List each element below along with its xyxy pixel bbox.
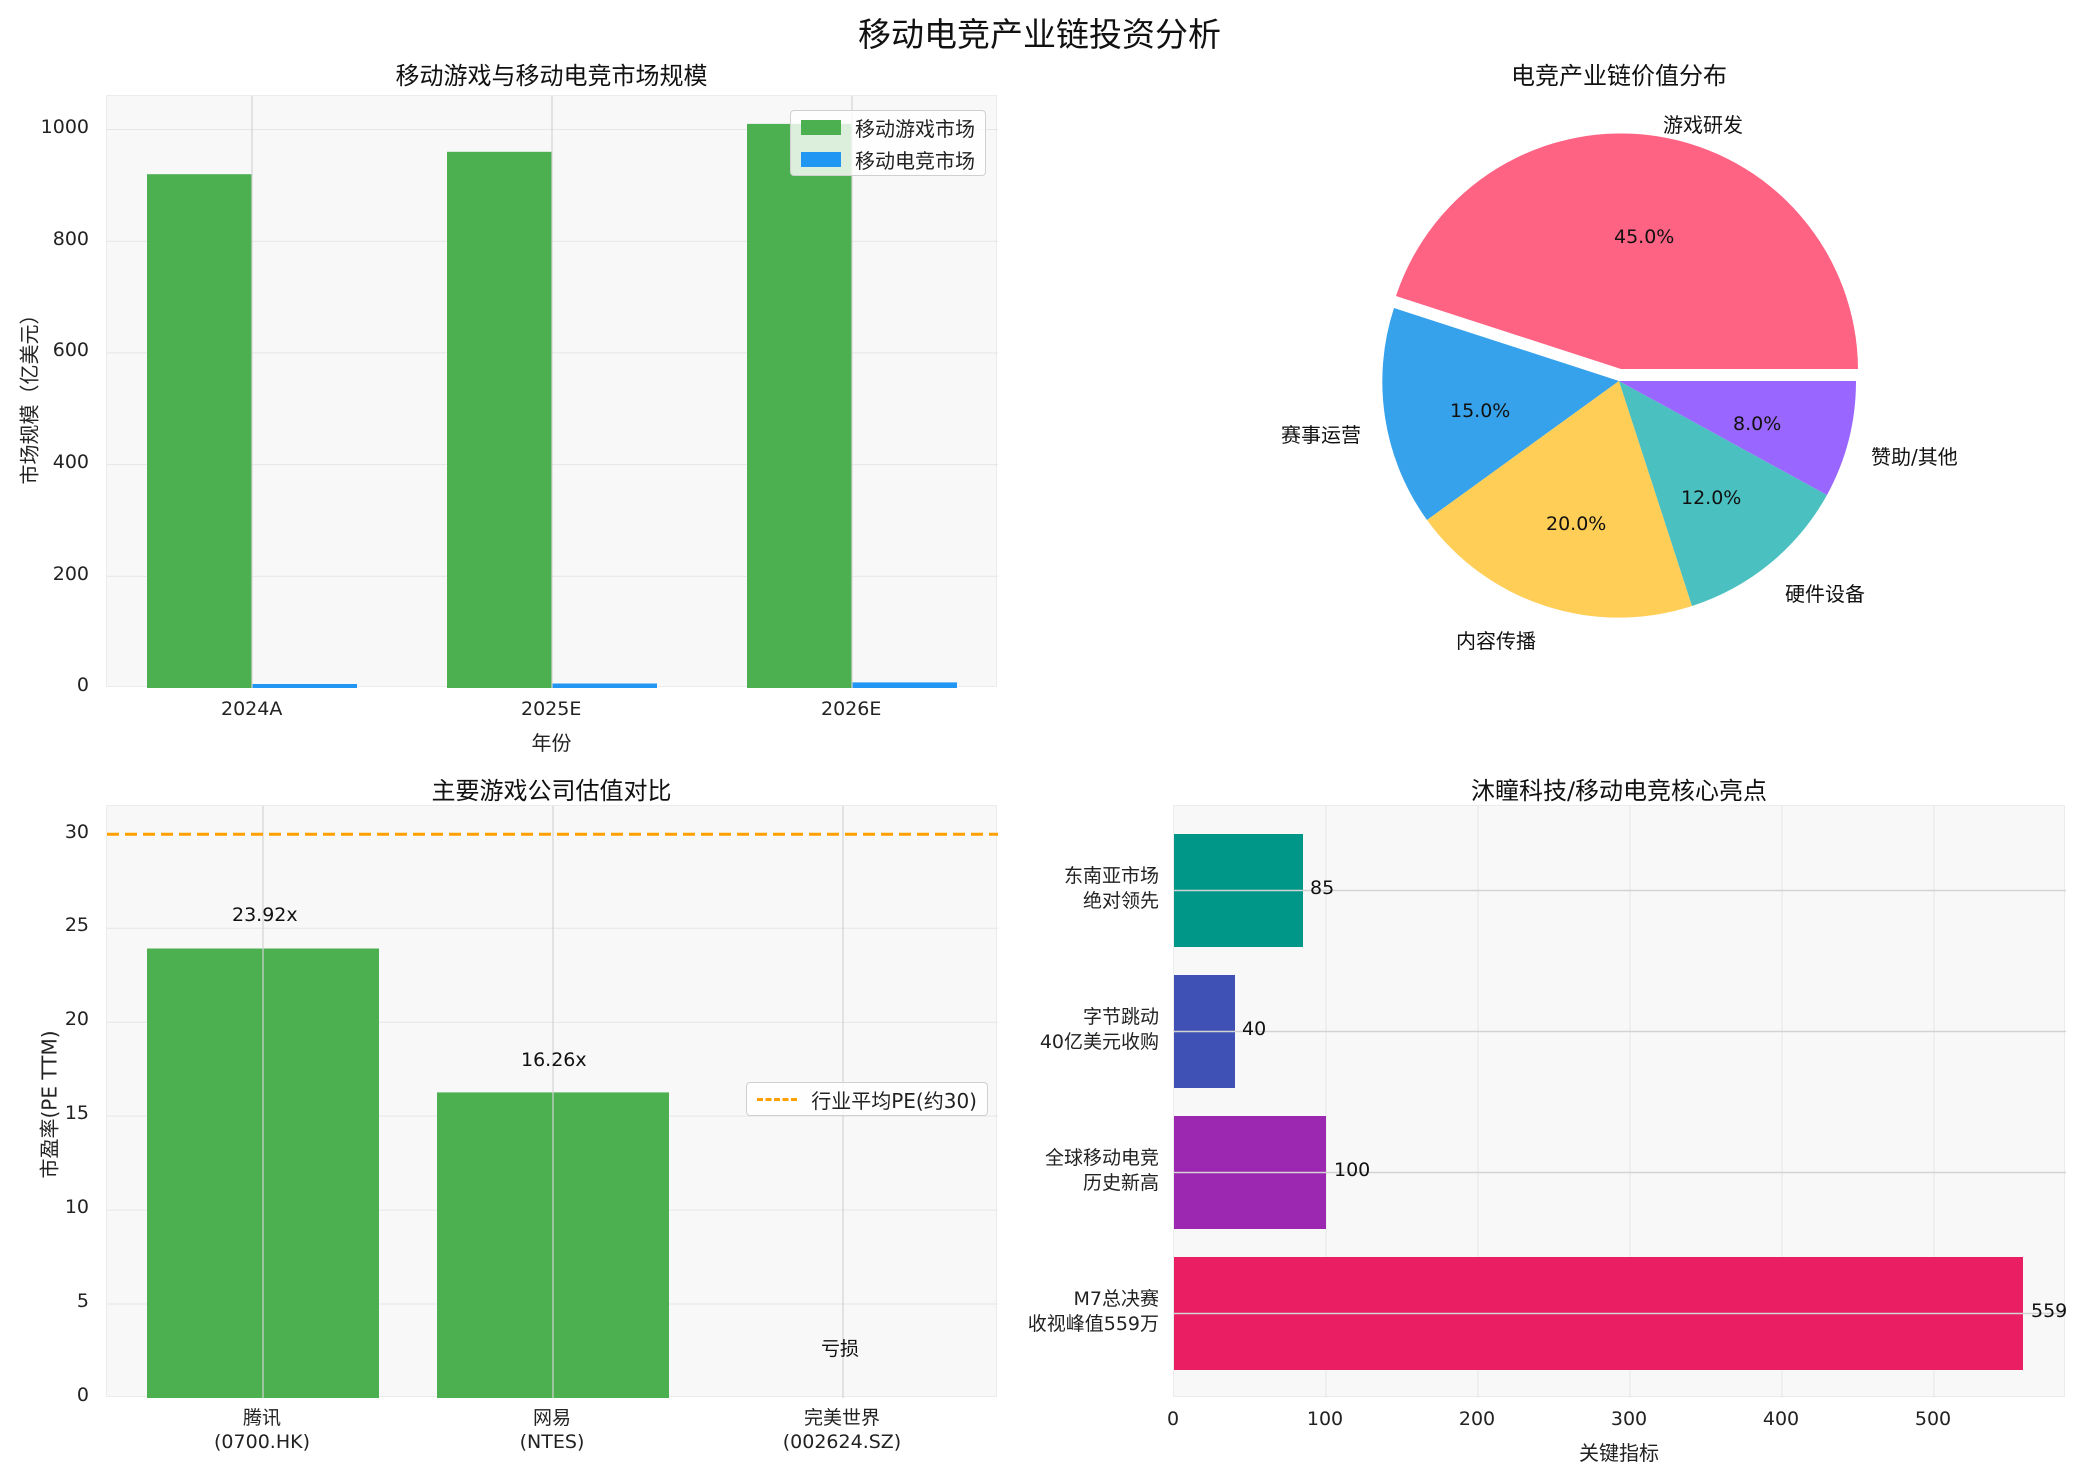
y-tick-bytedance: 字节跳动 40亿美元收购 (1040, 1005, 1159, 1055)
pie-pct-game-dev: 45.0% (1614, 226, 1675, 248)
pie-slice-hardware (1619, 381, 1827, 606)
y-tick: 0 (76, 1384, 89, 1406)
legend-item-esports-market: 移动电竞市场 (791, 143, 985, 175)
value-label-global: 100 (1334, 1159, 1371, 1181)
y-tick-line: M7总决赛 (1073, 1288, 1159, 1310)
y-tick: 400 (52, 451, 89, 473)
value-label-tencent: 23.92x (232, 904, 298, 926)
bar-game-2025E (447, 151, 552, 688)
highlights-plot-area (1173, 805, 2066, 1398)
bar-esports-2025E (552, 683, 657, 688)
x-tick: 2024A (221, 698, 283, 720)
pie-pct-sponsor: 8.0% (1733, 413, 1782, 435)
x-tick: 300 (1610, 1408, 1648, 1430)
y-tick: 200 (52, 563, 89, 585)
value-distribution-pie (1382, 133, 1858, 618)
pie-pct-event-ops: 15.0% (1450, 400, 1511, 422)
pie-label-content: 内容传播 (1456, 629, 1536, 653)
valuation-legend: 行业平均PE(约30) (746, 1082, 988, 1116)
y-tick-line: 历史新高 (1082, 1172, 1159, 1194)
y-tick: 10 (64, 1196, 89, 1218)
value-label-netease: 16.26x (521, 1049, 587, 1071)
x-tick-line: 完美世界 (803, 1407, 880, 1429)
legend-item-industry-avg: 行业平均PE(约30) (747, 1083, 987, 1115)
market-size-plot-area: 移动游戏市场 移动电竞市场 (106, 95, 998, 688)
x-tick-perfect-world: 完美世界 (002624.SZ) (772, 1406, 912, 1454)
bar-esports-2026E (852, 682, 957, 688)
value-label-m7: 559 (2031, 1300, 2068, 1322)
value-distribution-chart-title: 电竞产业链价值分布 (1511, 62, 1727, 90)
x-tick-line: 网易 (532, 1407, 571, 1429)
y-tick-line: 东南亚市场 (1063, 865, 1159, 887)
pie-slice-content (1427, 381, 1692, 618)
legend-label: 移动游戏市场 (855, 116, 975, 141)
pie-label-game-dev: 游戏研发 (1663, 113, 1743, 137)
pie-label-event-ops: 赛事运营 (1281, 423, 1361, 447)
x-axis-label: 关键指标 (1579, 1441, 1659, 1465)
pie-label-sponsor: 赞助/其他 (1871, 445, 1958, 469)
value-label-bytedance: 40 (1242, 1018, 1267, 1040)
pie-slice-sponsor (1619, 381, 1857, 495)
highlights-bars (1174, 806, 2066, 1398)
y-tick: 1000 (40, 116, 89, 138)
x-tick: 0 (1166, 1408, 1180, 1430)
y-tick: 30 (64, 821, 89, 843)
y-tick-line: 40亿美元收购 (1039, 1031, 1159, 1053)
figure-title: 移动电竞产业链投资分析 (858, 15, 1221, 54)
y-tick-sea: 东南亚市场 绝对领先 (1064, 864, 1159, 914)
x-tick-line: (NTES) (519, 1431, 585, 1453)
x-tick-line: 腾讯 (242, 1407, 281, 1429)
legend-swatch-blue (801, 151, 841, 167)
highlights-chart-title: 沐瞳科技/移动电竞核心亮点 (1470, 777, 1768, 805)
x-tick-tencent: 腾讯 (0700.HK) (202, 1406, 322, 1454)
y-tick: 600 (52, 339, 89, 361)
x-tick: 100 (1306, 1408, 1344, 1430)
x-tick-line: (0700.HK) (214, 1431, 310, 1453)
x-tick-line: (002624.SZ) (782, 1431, 902, 1453)
bar-game-2026E (747, 123, 852, 688)
legend-label: 移动电竞市场 (855, 148, 975, 173)
x-tick: 2026E (821, 698, 882, 720)
pie-pct-content: 20.0% (1546, 513, 1607, 535)
y-tick: 800 (52, 228, 89, 250)
valuation-chart-title: 主要游戏公司估值对比 (431, 777, 672, 805)
x-tick: 400 (1762, 1408, 1800, 1430)
legend-label: 行业平均PE(约30) (811, 1088, 977, 1113)
pie-slice-game-dev (1396, 133, 1858, 369)
y-tick: 20 (64, 1008, 89, 1030)
y-tick-line: 字节跳动 (1082, 1006, 1159, 1028)
x-tick: 200 (1458, 1408, 1496, 1430)
bar-game-2024A (147, 174, 252, 688)
y-tick: 25 (64, 914, 89, 936)
y-tick-line: 收视峰值559万 (1027, 1313, 1159, 1335)
legend-item-game-market: 移动游戏市场 (791, 111, 985, 143)
pie-label-hardware: 硬件设备 (1785, 582, 1865, 606)
y-tick: 15 (64, 1102, 89, 1124)
market-size-chart-title: 移动游戏与移动电竞市场规模 (395, 62, 708, 90)
valuation-bars (107, 806, 998, 1398)
value-label-perfect-world: 亏损 (821, 1338, 860, 1360)
valuation-plot-area: 行业平均PE(约30) (106, 805, 998, 1398)
legend-swatch-green (801, 119, 841, 135)
y-tick-line: 全球移动电竞 (1044, 1147, 1159, 1169)
x-tick-netease: 网易 (NTES) (492, 1406, 612, 1454)
value-label-sea: 85 (1310, 877, 1335, 899)
x-axis-label: 年份 (531, 731, 572, 755)
pie-pct-hardware: 12.0% (1681, 487, 1742, 509)
y-tick-line: 绝对领先 (1082, 890, 1159, 912)
legend-dash-orange (757, 1097, 798, 1101)
y-tick: 0 (76, 674, 89, 696)
market-size-bars (107, 96, 998, 688)
x-tick: 2025E (521, 698, 582, 720)
y-axis-label: 市盈率(PE TTM) (37, 1030, 62, 1179)
y-tick: 5 (76, 1290, 89, 1312)
pie-slice-event-ops (1382, 308, 1619, 520)
y-tick-global: 全球移动电竞 历史新高 (1045, 1146, 1159, 1196)
y-tick-m7: M7总决赛 收视峰值559万 (1028, 1287, 1159, 1337)
x-tick: 500 (1914, 1408, 1952, 1430)
market-size-legend: 移动游戏市场 移动电竞市场 (790, 110, 986, 176)
bar-esports-2024A (252, 684, 357, 688)
